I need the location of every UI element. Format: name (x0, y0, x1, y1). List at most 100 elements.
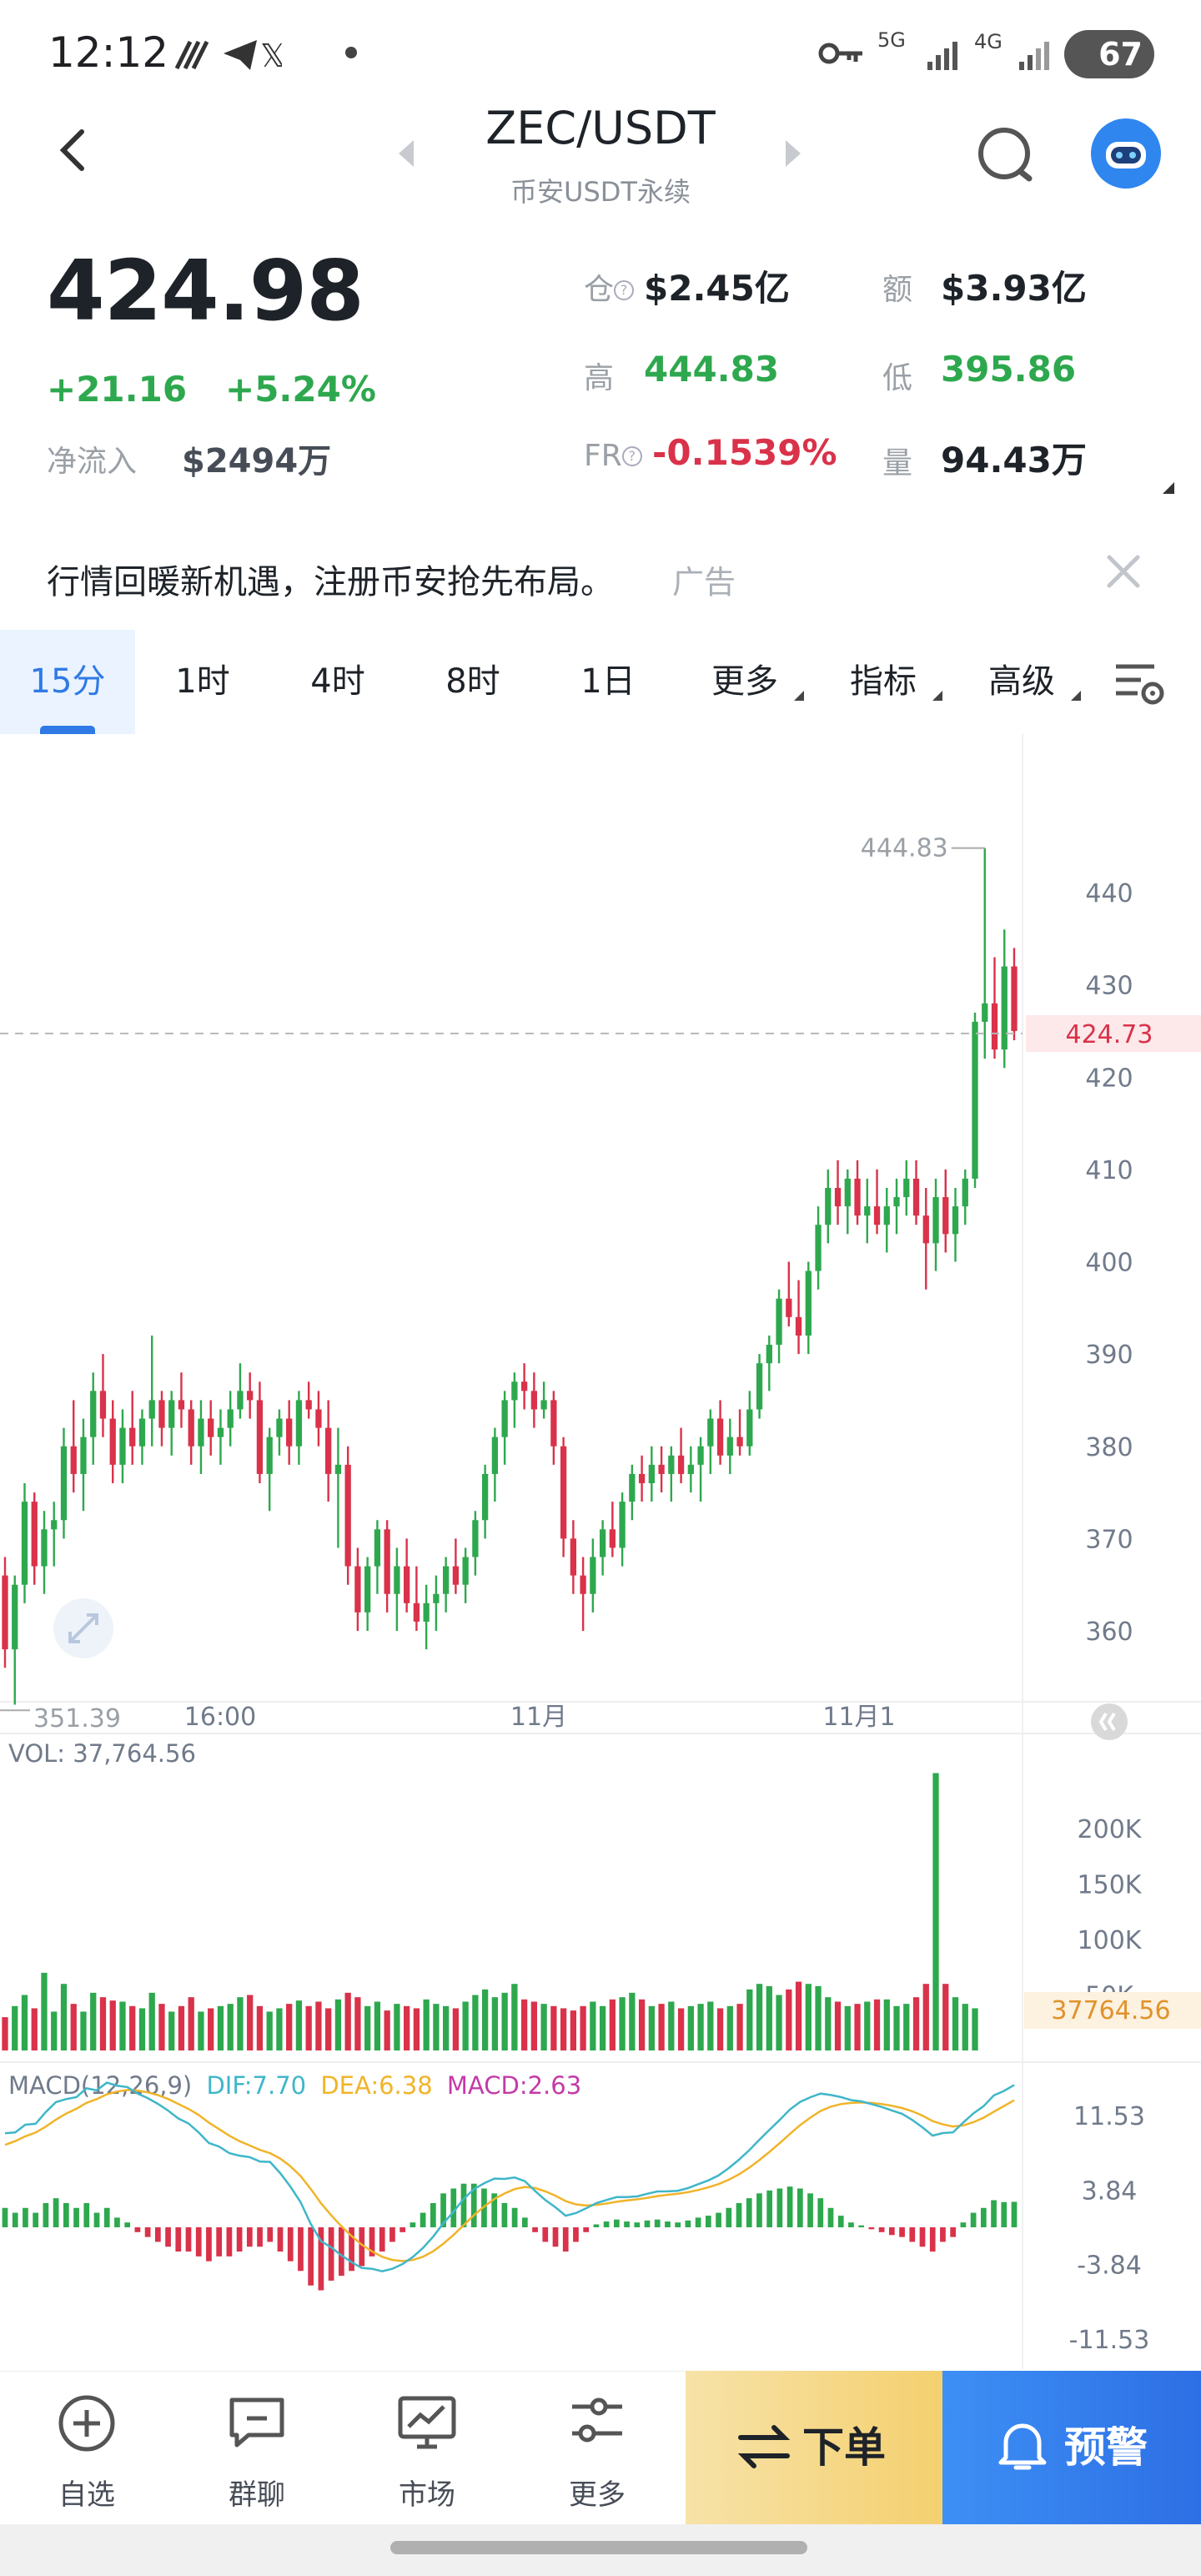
candle-body (854, 1178, 861, 1216)
candle-body (315, 1409, 322, 1428)
volume-bar (677, 2008, 685, 2050)
macd-bar (593, 2224, 600, 2227)
macd-bar (73, 2207, 79, 2227)
prev-pair-icon[interactable] (399, 140, 414, 167)
nav-watchlist[interactable]: 自选 (3, 2372, 170, 2530)
volume-bar (590, 2001, 596, 2050)
volume-bar (520, 1999, 528, 2050)
candle-body (716, 1418, 724, 1456)
scroll-to-latest-icon[interactable] (1091, 1703, 1128, 1740)
tab-1d[interactable]: 1日 (580, 662, 636, 701)
candle-body (834, 1188, 842, 1207)
status-bar: 12:12 𝕏 5G 4G 67 (0, 0, 1201, 108)
macd-bar (970, 2212, 977, 2227)
expand-stats-icon[interactable] (1163, 482, 1174, 494)
candle-body (550, 1400, 557, 1446)
tab-15m[interactable]: 15分 (0, 630, 135, 734)
volume-bar (51, 2011, 58, 2050)
kline-chart[interactable]: 440 430 420 410 400 390 380 370 360 424.73 444.8… (0, 734, 1201, 2369)
assistant-bot-icon[interactable] (1091, 118, 1161, 189)
volume-bar (404, 2005, 410, 2050)
tab-indicators[interactable]: 指标 (814, 630, 952, 734)
macd-tick: -11.53 (1069, 2326, 1150, 2355)
volume-bar (932, 1773, 939, 2050)
volume-bar (638, 1999, 646, 2050)
macd-bar (440, 2193, 446, 2227)
back-icon[interactable] (50, 125, 100, 175)
pair-title[interactable]: ZEC/USDT (485, 102, 716, 154)
volume-bar (746, 1989, 753, 2050)
volume-bar (776, 1995, 782, 2050)
volume-bar (854, 2004, 861, 2050)
candle-body (590, 1557, 596, 1594)
x-axis-label: 11月 (510, 1703, 567, 1732)
candle-body (726, 1436, 733, 1456)
low-value: 395.86 (941, 349, 1077, 390)
price-tick: 400 (1085, 1249, 1133, 1278)
candle-body (795, 1316, 802, 1336)
candle-body (266, 1436, 273, 1474)
volume-label: 量 (882, 446, 913, 480)
help-icon[interactable]: ? (621, 446, 642, 466)
macd-bar (267, 2227, 274, 2242)
candle-body (668, 1455, 675, 1474)
macd-bar (736, 2202, 742, 2227)
candle-body (893, 1197, 900, 1207)
ad-banner-text[interactable]: 行情回暖新机遇，注册币安抢先布局。 (47, 563, 614, 601)
tab-4h[interactable]: 4时 (310, 662, 365, 701)
macd-bar (12, 2212, 18, 2227)
volume-bar (834, 2001, 842, 2050)
max-price-label: 444.83 (861, 834, 948, 863)
volume-bar (433, 2004, 440, 2050)
low-label: 低 (882, 361, 913, 395)
tab-advanced[interactable]: 高级 (952, 630, 1091, 734)
macd-bar (521, 2217, 528, 2227)
price-change-abs: +21.16 (47, 369, 188, 410)
nav-more[interactable]: 更多 (514, 2372, 681, 2530)
volume-bar (893, 2005, 900, 2050)
search-icon[interactable] (974, 123, 1036, 185)
help-icon[interactable]: ? (614, 280, 635, 300)
expand-chart-icon[interactable] (53, 1598, 113, 1658)
close-icon[interactable] (1103, 551, 1144, 592)
macd-bar (389, 2227, 395, 2242)
candle-body (178, 1400, 185, 1410)
tab-8h[interactable]: 8时 (445, 662, 500, 701)
volume-bar (354, 1997, 361, 2050)
volume-bar (570, 2010, 577, 2050)
candle-body (295, 1400, 303, 1446)
candle-body (276, 1418, 283, 1437)
candle-body (648, 1464, 655, 1483)
tab-more[interactable]: 更多 (676, 630, 814, 734)
macd-bar (43, 2202, 49, 2227)
place-order-button[interactable]: 下单 (686, 2371, 942, 2524)
price-tick: 420 (1085, 1064, 1133, 1093)
volume-bar (295, 2000, 303, 2050)
volume-bar (805, 1984, 812, 2050)
macd-bar (277, 2227, 284, 2252)
volume-bar (795, 1981, 802, 2050)
volume-bar (158, 2004, 165, 2050)
volume-indicator-label: VOL: 37,764.56 (8, 1739, 196, 1768)
volume-bar (501, 1992, 508, 2050)
nav-market[interactable]: 市场 (344, 2372, 510, 2530)
nav-group-chat[interactable]: 群聊 (173, 2372, 340, 2530)
candle-body (129, 1427, 136, 1446)
volume-bar (668, 2001, 675, 2050)
home-indicator[interactable] (390, 2541, 807, 2554)
next-pair-icon[interactable] (786, 140, 801, 167)
candle-body (570, 1538, 577, 1576)
volume-bar (394, 2004, 400, 2050)
candle-body (208, 1418, 214, 1437)
candle-body (286, 1418, 293, 1446)
volume-bar (766, 1985, 772, 2050)
price-alert-button[interactable]: 预警 (942, 2371, 1201, 2524)
chart-settings-icon[interactable] (1113, 660, 1171, 710)
candle-body (629, 1473, 636, 1502)
volume-bar (31, 2008, 38, 2050)
tab-1h[interactable]: 1时 (175, 662, 230, 701)
macd-bar (144, 2227, 151, 2237)
macd-bar (705, 2216, 711, 2227)
candle-body (942, 1197, 949, 1235)
macd-bar (675, 2222, 681, 2227)
